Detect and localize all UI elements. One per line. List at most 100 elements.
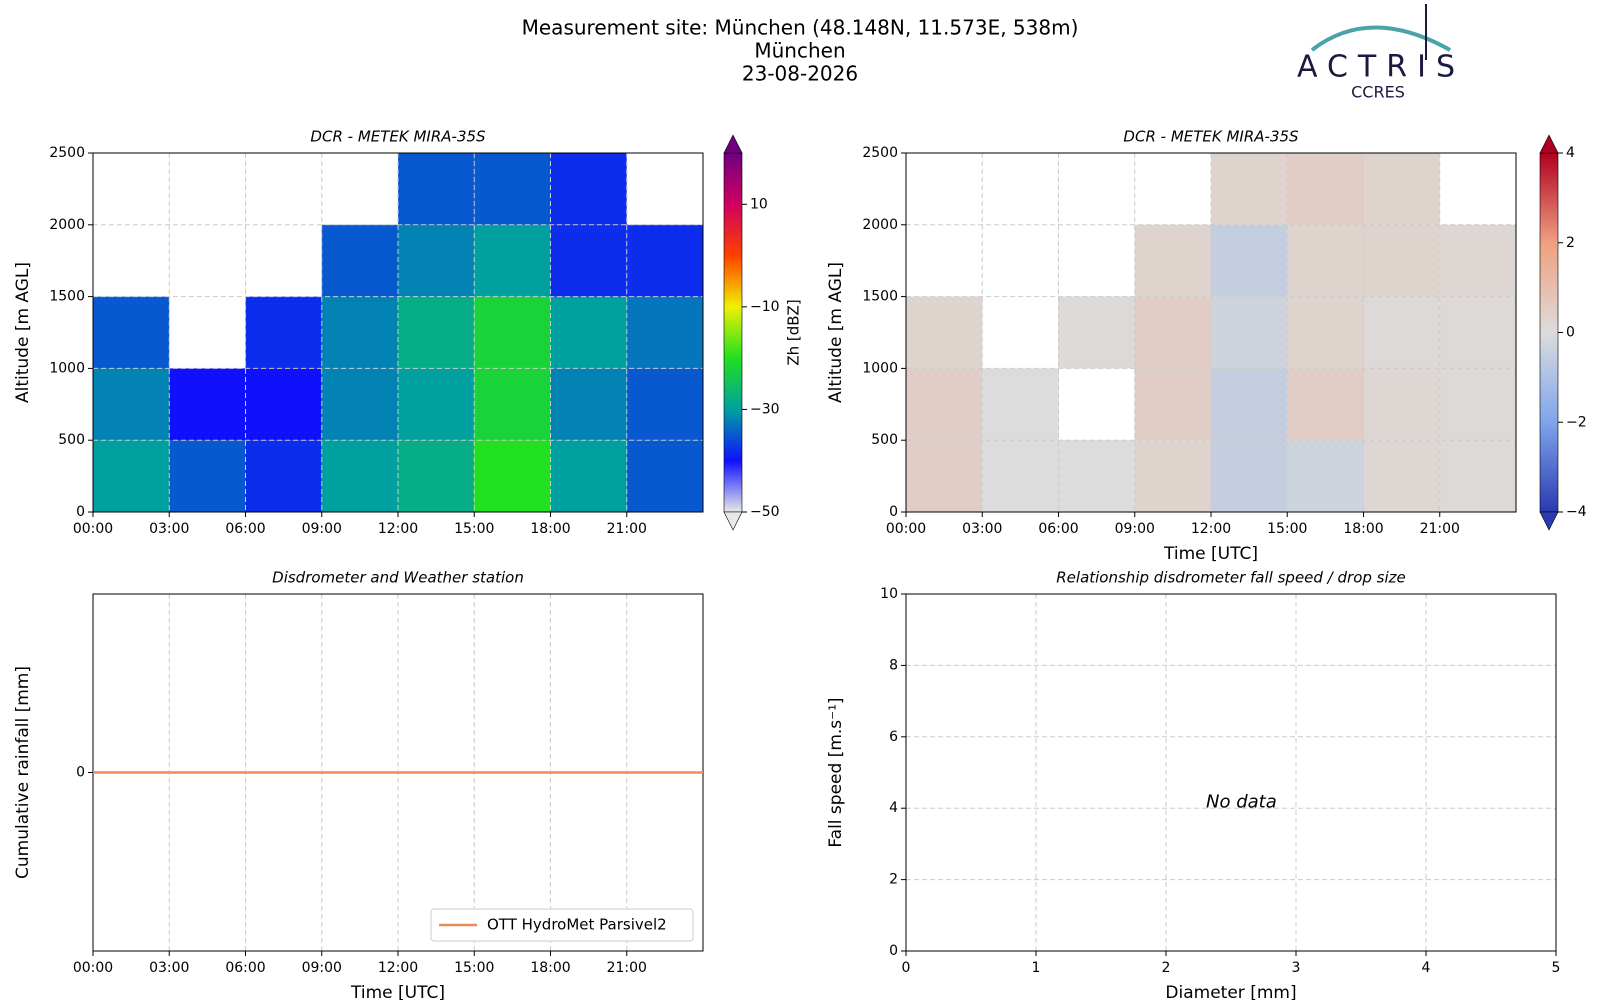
x-tick-label: 18:00 [530, 960, 570, 976]
heatmap-cell [321, 296, 398, 369]
colorbar-tick-label: 0 [1566, 325, 1575, 341]
plot-title: DCR - METEK MIRA-35S [310, 128, 486, 146]
colorbar-extend-bottom [723, 511, 743, 531]
heatmap-cell [1287, 368, 1364, 441]
plot-frame [92, 152, 704, 513]
colorbar-extend-bottom [1539, 511, 1559, 531]
y-tick-label: 8 [889, 657, 898, 673]
colorbar-extend-top [723, 134, 743, 154]
heatmap-cell [474, 153, 551, 225]
heatmap-cell [1134, 368, 1211, 441]
heatmap-cell [1363, 440, 1440, 512]
y-tick-label: 0 [76, 765, 85, 781]
heatmap-cell [93, 296, 170, 369]
y-tick-label: 0 [889, 504, 898, 520]
heatmap-cell [474, 296, 551, 369]
heatmap-cell [169, 368, 246, 441]
x-tick-label: 06:00 [1038, 521, 1078, 537]
y-tick-label: 1500 [49, 289, 85, 305]
logo-arc [1310, 25, 1451, 52]
x-tick-label: 21:00 [607, 960, 647, 976]
heatmap-cell [626, 296, 703, 369]
heatmap-cell [245, 440, 322, 512]
y-tick-label: 1500 [862, 289, 898, 305]
y-tick-label: 2000 [862, 217, 898, 233]
x-tick-label: 03:00 [962, 521, 1002, 537]
heatmap-cell [550, 296, 627, 369]
x-tick-label: 03:00 [149, 521, 189, 537]
x-tick-label: 06:00 [225, 960, 265, 976]
x-tick-label: 03:00 [149, 960, 189, 976]
heatmap-cell [169, 440, 246, 512]
x-tick-label: 06:00 [225, 521, 265, 537]
colorbar-tick-label: 4 [1566, 145, 1575, 161]
x-tick-label: 00:00 [73, 521, 113, 537]
logo-name: ACTRIS [1297, 50, 1465, 85]
x-tick-label: 12:00 [1191, 521, 1231, 537]
heatmap-cell [906, 368, 983, 441]
heatmap-cell [1363, 224, 1440, 297]
x-axis-label: Time [UTC] [1163, 544, 1258, 564]
heatmap-cell [1287, 296, 1364, 369]
heatmap-cell [1287, 440, 1364, 512]
x-tick-label: 09:00 [1115, 521, 1155, 537]
y-tick-label: 0 [76, 504, 85, 520]
y-axis-label: Altitude [m AGL] [826, 262, 846, 403]
heatmap-cell [550, 224, 627, 297]
heatmap-cell [1134, 296, 1211, 369]
heatmap-cell [1439, 224, 1516, 297]
x-tick-label: 00:00 [73, 960, 113, 976]
colorbar-tick-label: −2 [1566, 414, 1587, 430]
x-tick-label: 0 [902, 960, 911, 976]
plot-title: Disdrometer and Weather station [272, 569, 524, 587]
heatmap-cell [906, 440, 983, 512]
colorbar-extend-top [1539, 134, 1559, 154]
x-tick-label: 5 [1552, 960, 1561, 976]
plot-title: Relationship disdrometer fall speed / dr… [1056, 569, 1406, 587]
y-axis-label: Altitude [m AGL] [13, 262, 33, 403]
colorbar-tick-label: −30 [750, 401, 780, 417]
y-tick-label: 2000 [49, 217, 85, 233]
heatmap-cell [1058, 440, 1135, 512]
heatmap-cell [398, 440, 475, 512]
site-title: Measurement site: München (48.148N, 11.5… [522, 16, 1079, 40]
x-tick-label: 18:00 [1343, 521, 1383, 537]
heatmap-cell [626, 440, 703, 512]
heatmap-cell [1211, 224, 1288, 297]
y-tick-label: 10 [880, 586, 898, 602]
colorbar-tick-label: −50 [750, 504, 780, 520]
y-tick-label: 0 [889, 943, 898, 959]
heatmap-cell [321, 368, 398, 441]
colorbar-tick-label: 10 [750, 196, 768, 212]
heatmap-cell [1287, 224, 1364, 297]
heatmap-cell [982, 440, 1059, 512]
heatmap-cell [1058, 296, 1135, 369]
heatmap-cell [93, 368, 170, 441]
logo-sub: CCRES [1351, 83, 1405, 102]
x-axis-label: Time [UTC] [350, 983, 445, 1000]
date: 23-08-2026 [742, 62, 858, 86]
heatmap-cell [1287, 153, 1364, 225]
x-tick-label: 15:00 [454, 521, 494, 537]
colorbar [723, 152, 743, 513]
y-tick-label: 2 [889, 872, 898, 888]
heatmap-cell [398, 153, 475, 225]
x-tick-label: 15:00 [454, 960, 494, 976]
y-tick-label: 4 [889, 800, 898, 816]
heatmap-cell [1439, 368, 1516, 441]
heatmap-cell [321, 224, 398, 297]
heatmap-cell [474, 440, 551, 512]
x-tick-label: 00:00 [886, 521, 926, 537]
heatmap-cell [1134, 440, 1211, 512]
heatmap-cell [474, 368, 551, 441]
heatmap-cell [321, 440, 398, 512]
x-tick-label: 09:00 [302, 960, 342, 976]
heatmap-cell [1363, 296, 1440, 369]
heatmap-cell [550, 368, 627, 441]
heatmap-cell [906, 296, 983, 369]
y-tick-label: 1000 [862, 360, 898, 376]
x-tick-label: 4 [1422, 960, 1431, 976]
x-tick-label: 12:00 [378, 521, 418, 537]
legend-box [430, 908, 694, 942]
